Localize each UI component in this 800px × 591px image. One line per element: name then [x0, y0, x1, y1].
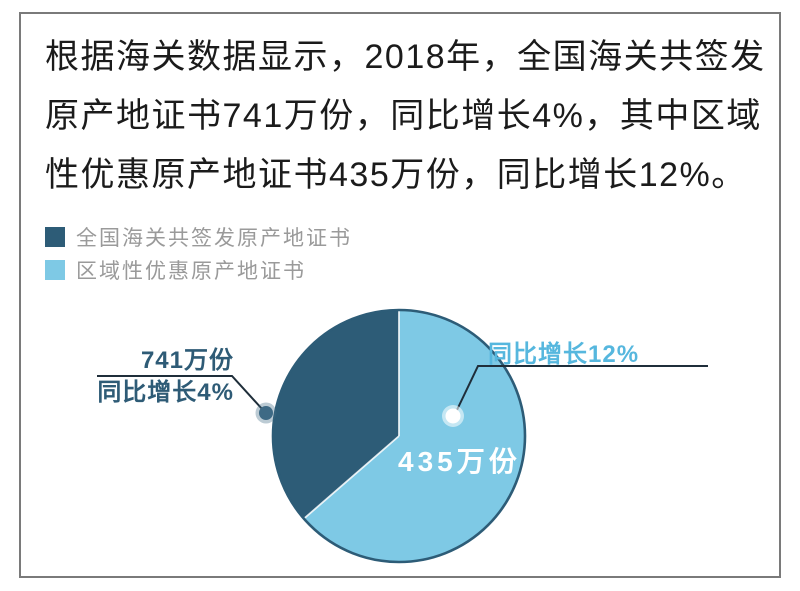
headline-text: 根据海关数据显示，2018年，全国海关共签发 原产地证书741万份，同比增长4%…: [45, 28, 766, 205]
headline-line-1: 根据海关数据显示，2018年，全国海关共签发: [45, 38, 766, 76]
slice-value-label: 435万份: [398, 446, 521, 477]
legend-swatch-light-rect: [45, 259, 65, 280]
chart-legend: 全国海关共签发原产地证书 区域性优惠原产地证书: [45, 220, 352, 286]
pie-slice-total: [273, 310, 399, 519]
left-callout-label: 741万份 同比增长4%: [86, 346, 234, 408]
legend-swatch-dark-rect: [45, 226, 65, 247]
right-callout-growth: 同比增长12%: [488, 341, 640, 368]
headline-line-2: 原产地证书741万份，同比增长4%，其中区域: [45, 97, 762, 135]
slice-separator-bottom-left: [303, 435, 400, 520]
pie-outline: [271, 308, 527, 564]
left-callout-growth: 同比增长4%: [97, 379, 234, 406]
legend-item-total: 全国海关共签发原产地证书: [45, 220, 352, 253]
legend-item-regional: 区域性优惠原产地证书: [45, 253, 352, 286]
left-callout-value: 741万份: [140, 347, 234, 374]
legend-swatch-light: [45, 259, 65, 280]
pie-slice-regional: [303, 310, 526, 563]
legend-label-total: 全国海关共签发原产地证书: [76, 226, 352, 250]
headline-line-3: 性优惠原产地证书435万份，同比增长12%。: [45, 156, 747, 194]
legend-swatch-dark: [45, 226, 65, 247]
right-callout-dot: [445, 408, 461, 424]
left-callout-dot: [259, 406, 273, 420]
legend-label-regional: 区域性优惠原产地证书: [76, 259, 306, 283]
right-callout-line: [455, 365, 708, 413]
left-callout-line: [97, 375, 264, 411]
